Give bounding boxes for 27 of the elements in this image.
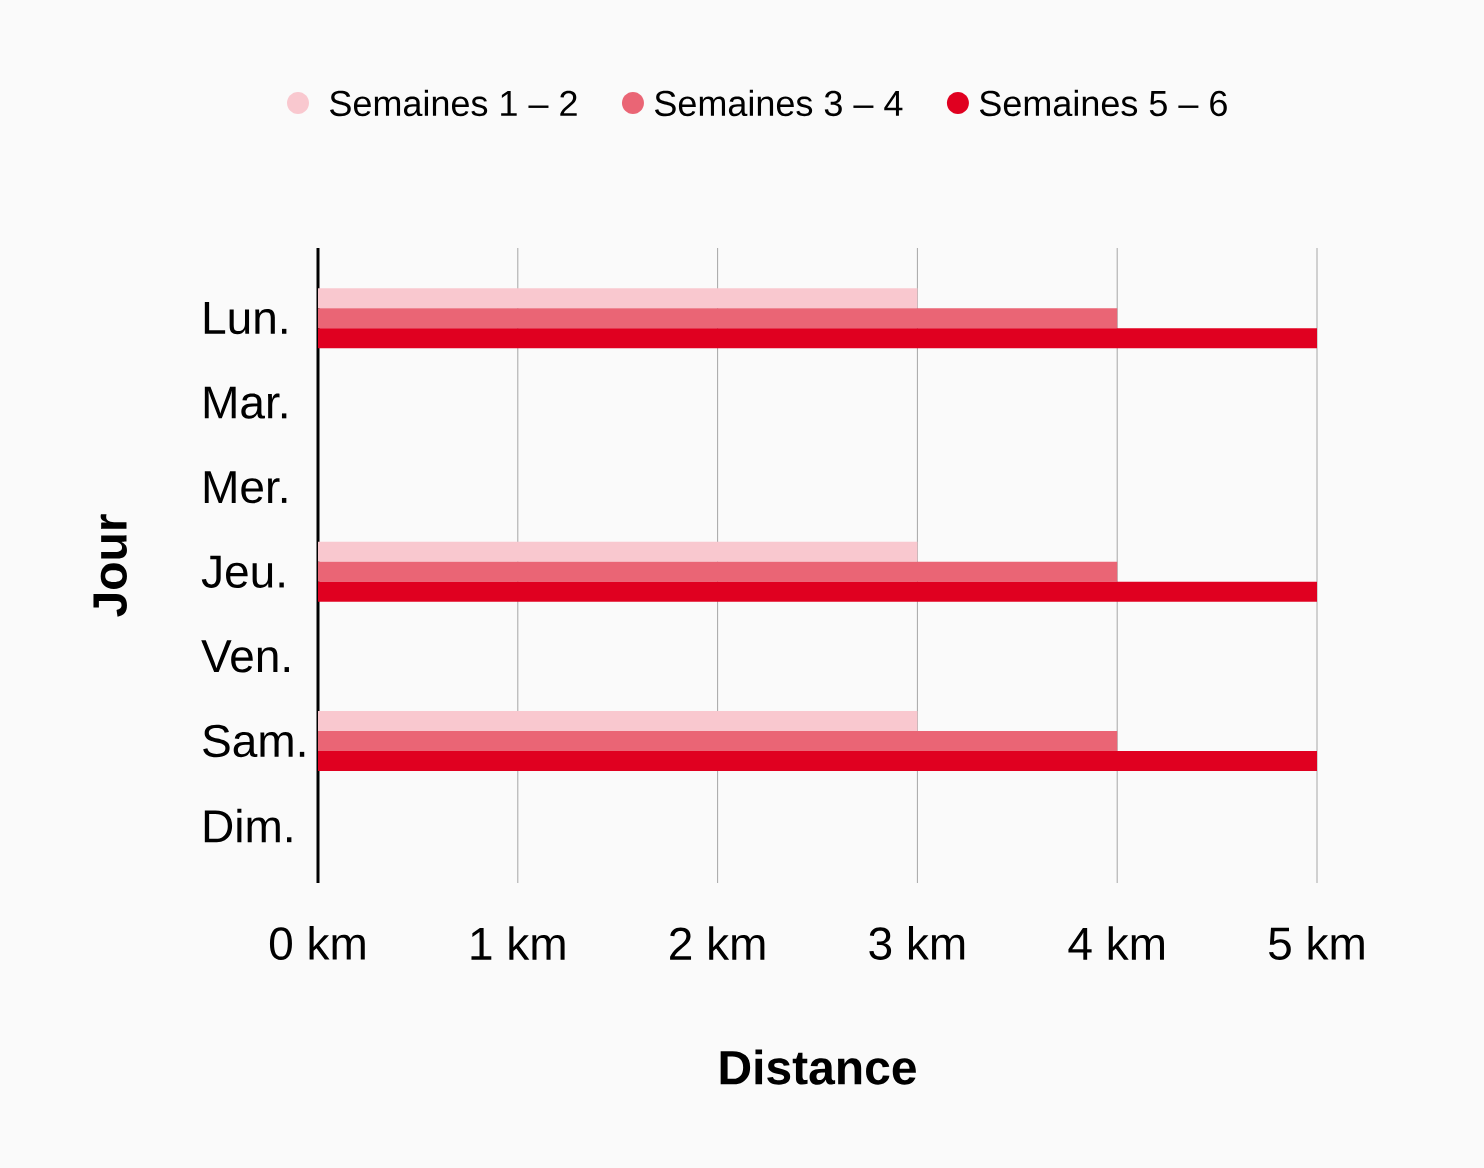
bar [318, 288, 918, 309]
x-axis-title: Distance [720, 1049, 916, 1085]
y-tick-label: Mar. [204, 386, 287, 419]
x-tick-label: 4 km [1068, 926, 1164, 960]
x-tick-label: 5 km [1269, 926, 1364, 960]
bar [318, 581, 1317, 602]
x-tick-label: 1 km [471, 926, 565, 960]
y-tick-label: Mer. [204, 471, 287, 504]
bar [318, 710, 918, 731]
bar [318, 561, 1118, 582]
x-tick-label: 2 km [670, 926, 765, 960]
x-tick-label: 0 km [269, 926, 365, 960]
y-tick-label: Dim. [204, 808, 292, 843]
x-tick-label: 3 km [869, 926, 965, 960]
bar [318, 541, 918, 562]
y-axis-title: Jour [93, 514, 127, 617]
bar [318, 308, 1118, 329]
bar [318, 750, 1317, 771]
bar [318, 730, 1118, 751]
legend-label: Semaines 3 – 4 [654, 89, 903, 117]
legend-label: Semaines 5 – 6 [979, 89, 1227, 117]
y-tick-label: Lun. [204, 302, 287, 335]
y-tick-label: Jeu. [201, 555, 284, 588]
y-tick-label: Sam. [203, 724, 305, 758]
y-tick-label: Ven. [201, 640, 289, 673]
bar [318, 328, 1317, 349]
legend-label: Semaines 1 – 2 [330, 89, 577, 117]
